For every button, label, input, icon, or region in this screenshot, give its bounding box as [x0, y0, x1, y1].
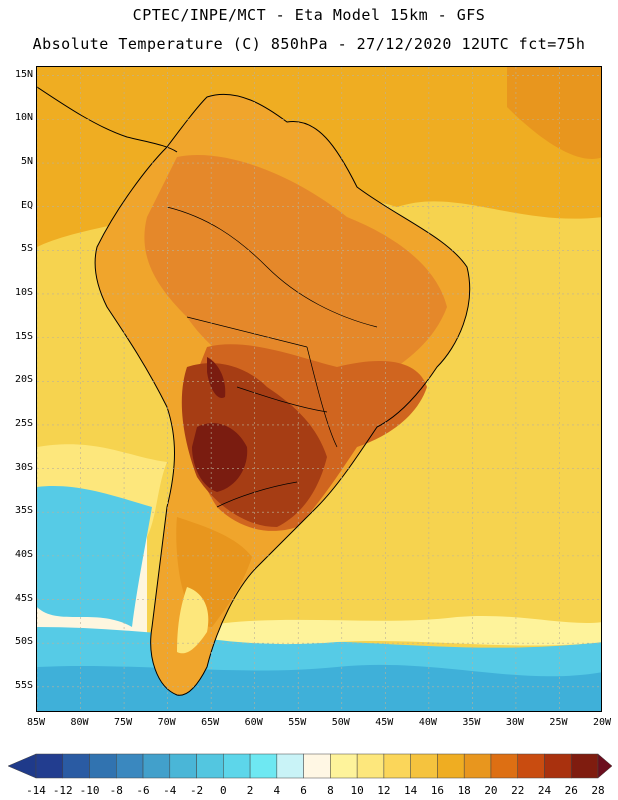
lat-tick-label: 15S [14, 330, 33, 342]
lat-tick-label: 30S [14, 461, 33, 473]
lat-tick-label: 25S [14, 417, 33, 429]
colorbar-tick-label: 18 [457, 784, 471, 797]
colorbar-tick-label: 28 [591, 784, 605, 797]
colorbar-tick-label: 2 [246, 784, 254, 797]
grid-lines [37, 67, 601, 711]
lat-tick-label: 10S [14, 286, 33, 298]
lat-tick-label: 5N [20, 156, 33, 168]
colorbar-tick-label: 10 [350, 784, 364, 797]
lat-tick-label: 55S [14, 679, 33, 691]
lon-tick-label: 50W [331, 717, 350, 728]
colorbar-swatch [169, 753, 197, 779]
lat-tick-label: 40S [14, 548, 33, 560]
lon-tick-label: 40W [418, 717, 437, 728]
title-line-1: CPTEC/INPE/MCT - Eta Model 15km - GFS [132, 6, 486, 24]
colorbar-swatch [276, 753, 304, 779]
colorbar-swatch [437, 753, 465, 779]
lat-tick-label: 35S [14, 505, 33, 517]
country-borders [166, 206, 378, 508]
colorbar-tick-label: 4 [273, 784, 281, 797]
temperature-map [36, 66, 602, 712]
land-warm-region [144, 155, 448, 395]
colorbar-tick-label: 0 [220, 784, 227, 797]
lon-tick-label: 20W [592, 717, 612, 728]
lon-tick-label: 55W [288, 717, 307, 728]
colorbar-tick-label: -8 [109, 784, 123, 797]
colorbar-swatch [544, 753, 572, 779]
colorbar-swatch [383, 753, 411, 779]
coastline [94, 93, 471, 696]
colorbar-swatch [463, 753, 492, 779]
patagonia-pale [177, 587, 209, 654]
colorbar-tick-label: 12 [377, 784, 391, 797]
colorbar-over-arrow [597, 753, 613, 779]
colorbar-swatch [223, 753, 251, 779]
lon-tick-label: 35W [462, 717, 481, 728]
colorbar-tick-label: -14 [26, 784, 46, 797]
colorbar-swatch [330, 753, 358, 779]
colorbar-swatch [410, 753, 438, 779]
lat-tick-label: EQ [20, 199, 33, 211]
lon-tick-label: 25W [549, 717, 568, 728]
colorbar-tick-label: 8 [327, 784, 334, 797]
central-america-coast [37, 86, 178, 153]
colorbar-swatch [490, 753, 518, 779]
lon-tick-label: 70W [157, 717, 176, 728]
colorbar-tick-label: -6 [136, 784, 150, 797]
lat-tick-label: 5S [20, 243, 33, 255]
lat-tick-label: 50S [14, 636, 33, 648]
colorbar-swatch [517, 753, 545, 779]
colorbar [7, 753, 613, 779]
colorbar-tick-label: 14 [404, 784, 418, 797]
colorbar-under-arrow [7, 753, 37, 779]
map-canvas [37, 67, 601, 711]
north-andes-extreme [207, 357, 226, 398]
colorbar-swatch [196, 753, 224, 779]
lon-tick-label: 60W [244, 717, 263, 728]
colorbar-tick-label: 6 [300, 784, 307, 797]
lat-tick-label: 10N [14, 112, 33, 124]
lat-tick-label: 45S [14, 592, 33, 604]
colorbar-tick-label: -12 [52, 784, 73, 797]
colorbar-swatch [116, 753, 144, 779]
colorbar-tick-label: 22 [511, 784, 525, 797]
pacific-cold-water [37, 486, 152, 627]
lon-tick-label: 45W [375, 717, 394, 728]
lat-tick-label: 20S [14, 374, 33, 386]
lon-tick-label: 30W [505, 717, 524, 728]
lon-tick-label: 75W [114, 717, 133, 728]
colorbar-swatch [249, 753, 278, 779]
lon-tick-label: 65W [201, 717, 220, 728]
lat-tick-label: 15N [14, 68, 33, 80]
colorbar-tick-label: -10 [79, 784, 100, 797]
lon-tick-label: 80W [70, 717, 89, 728]
colorbar-tick-label: 26 [564, 784, 578, 797]
colorbar-swatch [35, 753, 64, 779]
colorbar-swatch [62, 753, 90, 779]
colorbar-tick-label: 20 [484, 784, 498, 797]
land-extreme-region [192, 423, 248, 492]
colorbar-swatch [356, 753, 385, 779]
colorbar-tick-label: 16 [430, 784, 445, 797]
colorbar-swatch [570, 753, 599, 779]
colorbar-swatch [142, 753, 171, 779]
colorbar-swatch [303, 753, 331, 779]
colorbar-tick-label: 24 [537, 784, 552, 797]
colorbar-swatch [89, 753, 117, 779]
lon-tick-label: 85W [26, 717, 46, 728]
title-line-2: Absolute Temperature (C) 850hPa - 27/12/… [32, 35, 586, 53]
colorbar-tick-label: -4 [163, 784, 177, 797]
atlantic-warm-patch [507, 67, 601, 159]
colorbar-tick-label: -2 [189, 784, 204, 797]
